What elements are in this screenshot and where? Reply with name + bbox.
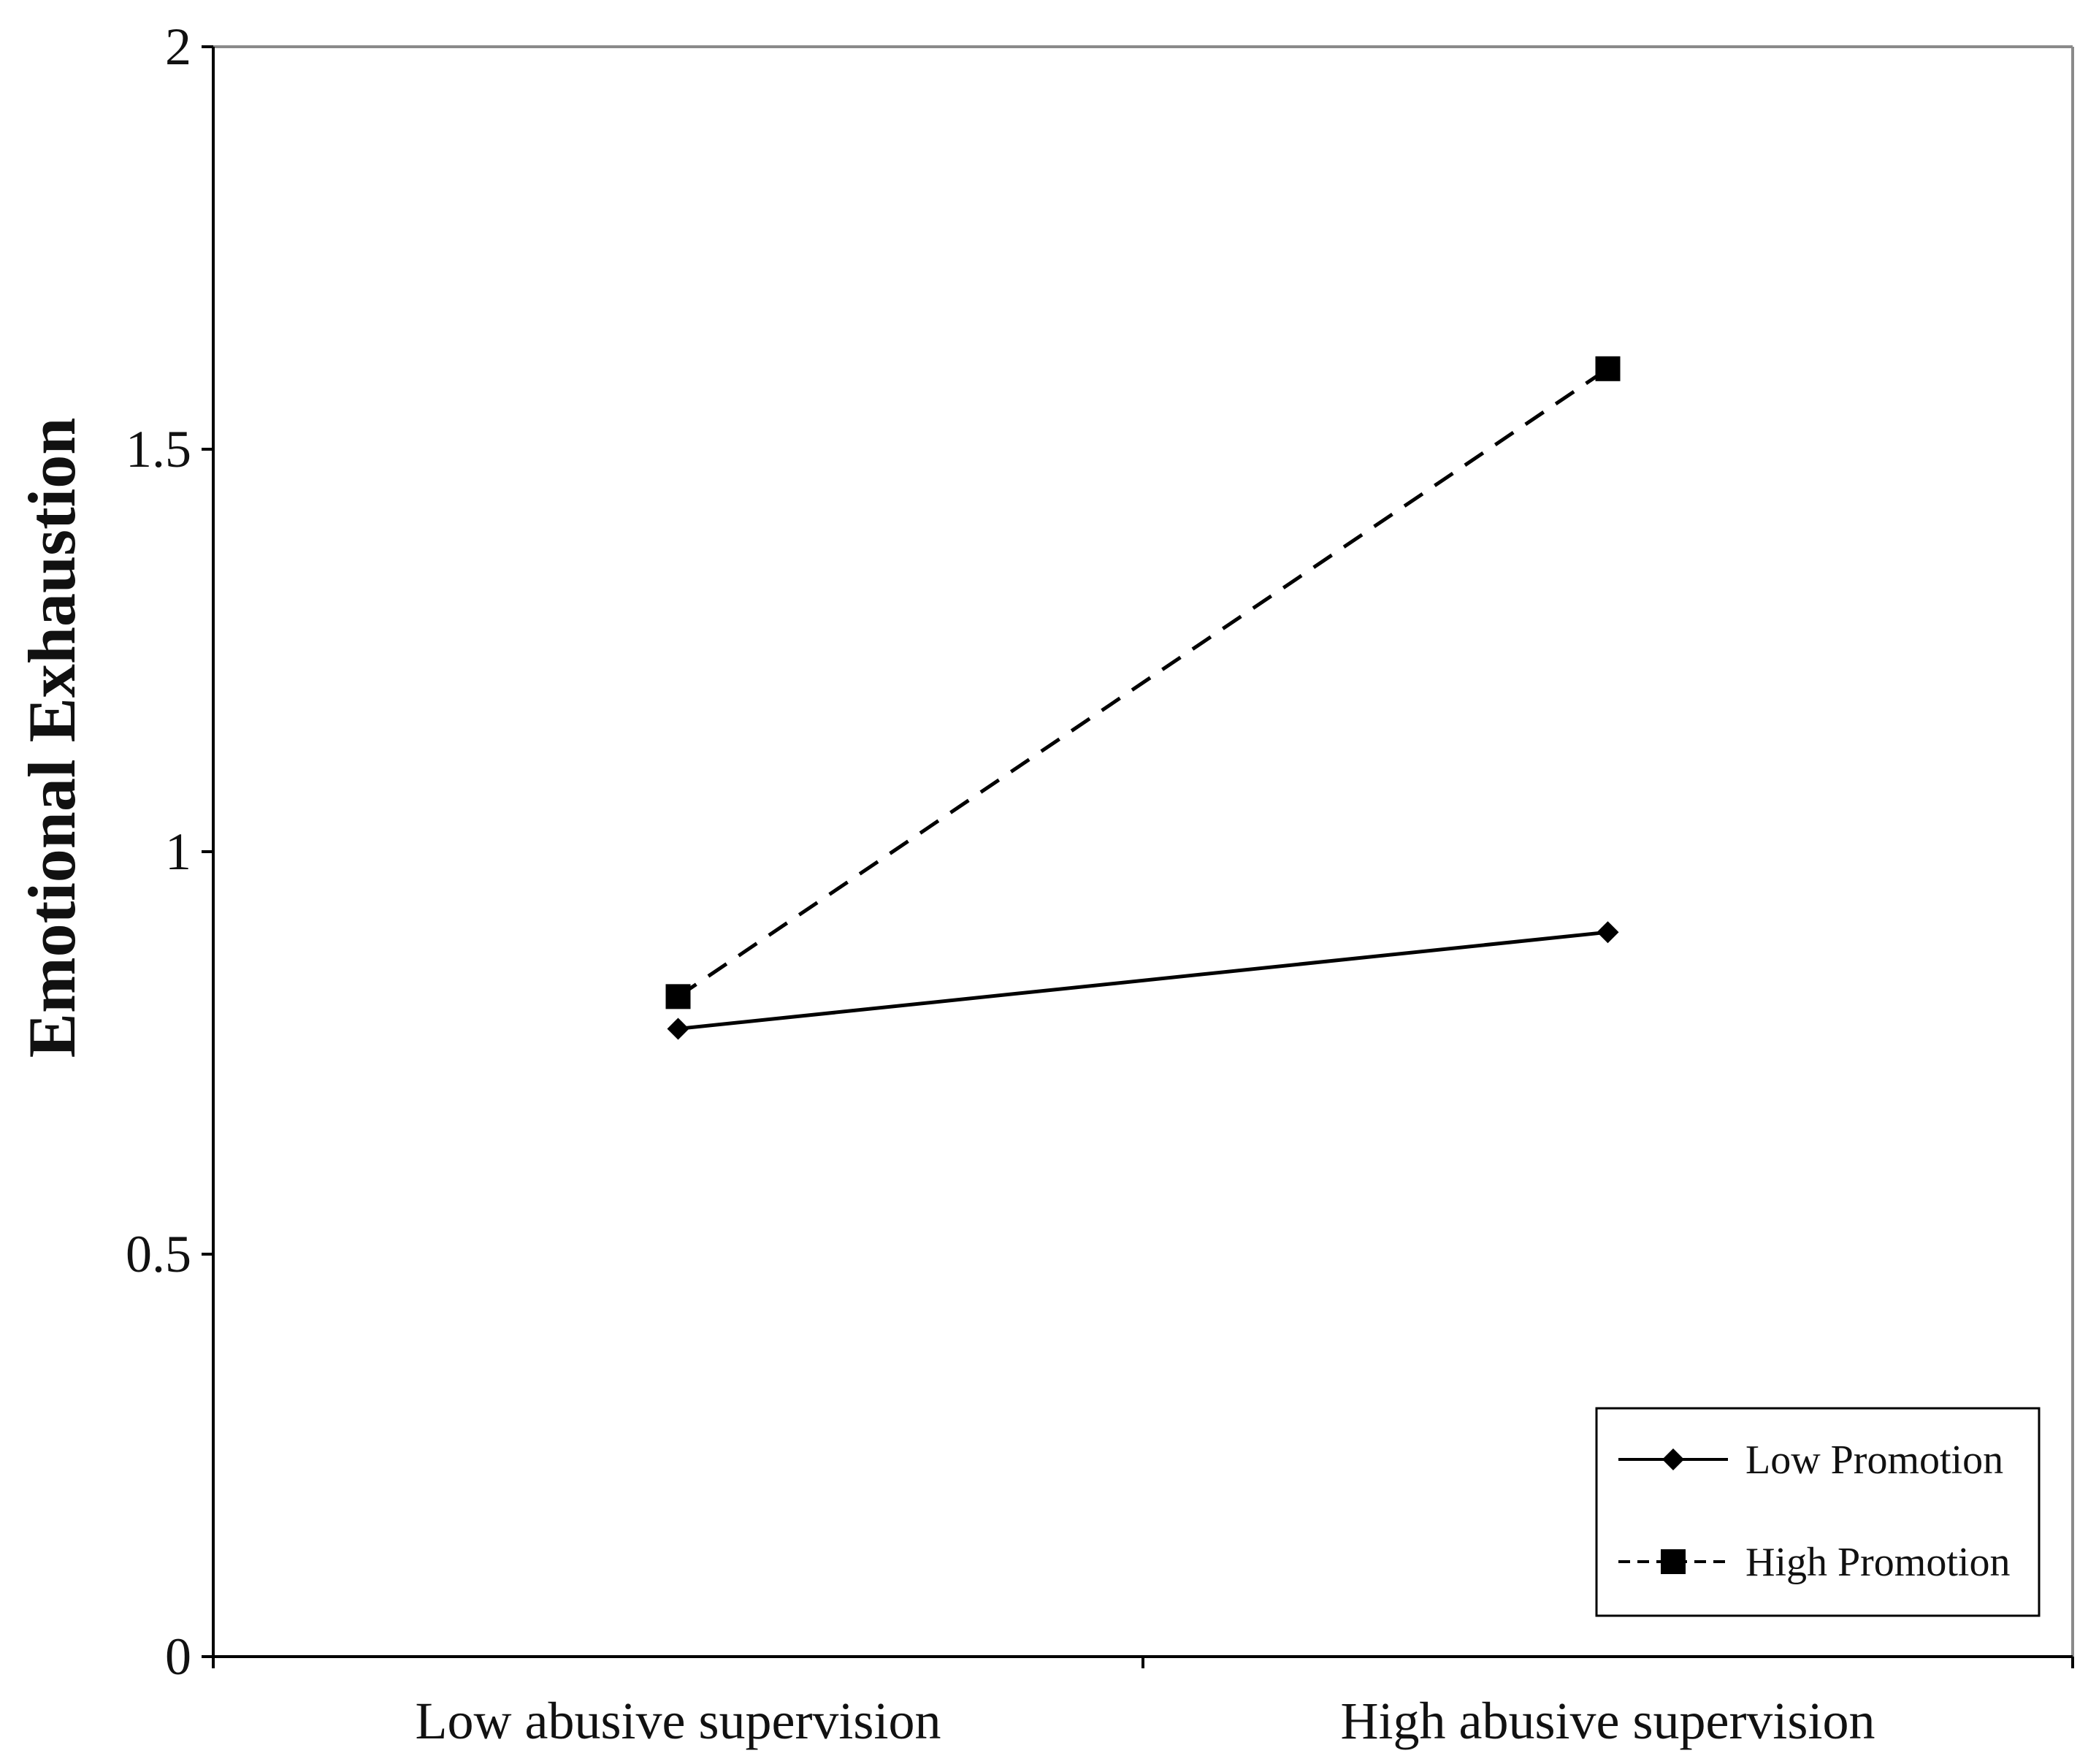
data-point bbox=[667, 1017, 689, 1040]
legend-label: High Promotion bbox=[1745, 1540, 2010, 1585]
data-point bbox=[1596, 921, 1619, 944]
y-tick-label: 1 bbox=[165, 822, 191, 881]
y-tick-label: 2 bbox=[165, 18, 191, 76]
y-tick-label: 0 bbox=[165, 1627, 191, 1686]
x-category-label: High abusive supervision bbox=[1341, 1692, 1875, 1750]
series-layer bbox=[665, 356, 1621, 1040]
legend-marker bbox=[1661, 1549, 1686, 1574]
x-ticks: Low abusive supervision High abusive supe… bbox=[212, 1657, 2074, 1750]
series-line bbox=[677, 367, 1609, 999]
y-ticks: 0 0.5 1 1.5 2 bbox=[126, 18, 213, 1686]
y-axis-title: Emotional Exhaustion bbox=[15, 418, 89, 1058]
y-tick-label: 0.5 bbox=[126, 1225, 191, 1283]
data-point bbox=[1595, 356, 1621, 381]
legend-label: Low Promotion bbox=[1745, 1437, 2003, 1483]
legend-marker bbox=[1662, 1448, 1684, 1470]
legend: Low Promotion High Promotion bbox=[1595, 1407, 2041, 1617]
legend-box bbox=[1595, 1407, 2041, 1617]
y-tick-label: 1.5 bbox=[126, 420, 191, 478]
x-category-label: Low abusive supervision bbox=[416, 1692, 941, 1750]
data-point bbox=[665, 984, 691, 1009]
legend-items: Low Promotion High Promotion bbox=[1618, 1437, 2010, 1585]
series-line bbox=[678, 930, 1608, 1031]
